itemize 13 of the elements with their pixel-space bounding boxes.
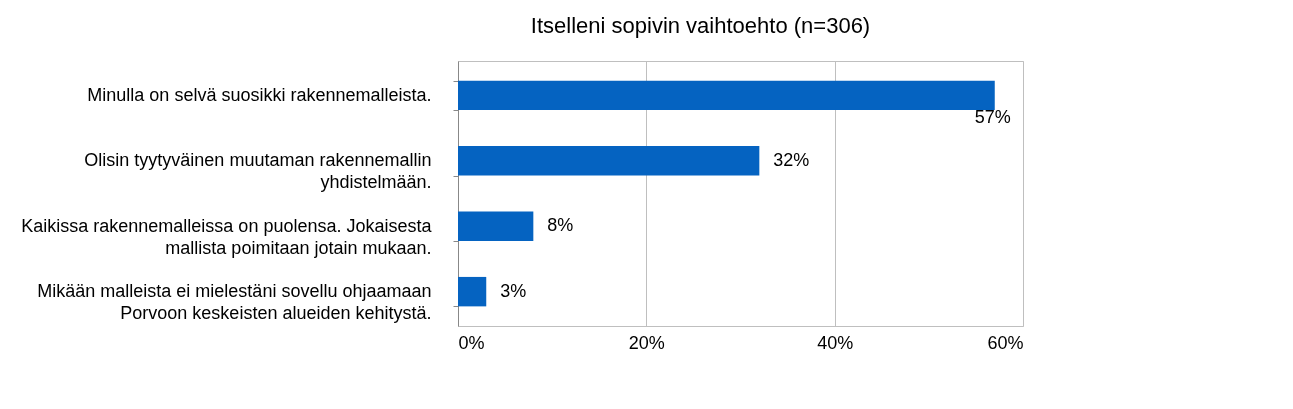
data-label: 32%	[773, 149, 810, 170]
chart-title: Itselleni sopivin vaihtoehto (n=306)	[530, 13, 871, 38]
data-label: 57%	[974, 107, 1011, 128]
y-tick-label: Mikään malleista ei mielestäni sovellu ohjaamaan Porvoon keskeisten alueiden kehitystä.	[37, 281, 432, 324]
y-tick-label: Minulla on selvä suosikki rakennemalleista.	[87, 84, 432, 105]
data-label: 8%	[547, 215, 574, 236]
y-tick-label: Kaikissa rakennemalleissa on puolensa. Jokaisesta mallista poimitaan jotain mukaan.	[21, 215, 433, 258]
x-tick-label: 40%	[817, 332, 854, 353]
y-tick-label: Olisin tyytyväinen muutaman rakennemallin yhdistelmään.	[84, 150, 432, 193]
x-tick-label: 0%	[458, 332, 485, 353]
data-label: 3%	[500, 280, 527, 301]
x-tick-label: 20%	[628, 332, 665, 353]
x-tick-label: 60%	[987, 332, 1024, 353]
